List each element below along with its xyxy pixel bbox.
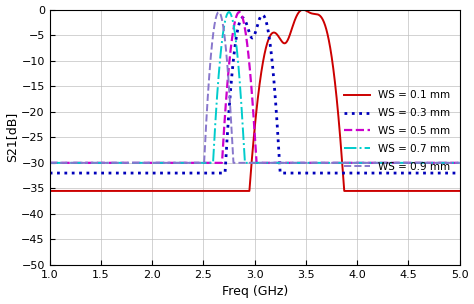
X-axis label: Freq (GHz): Freq (GHz) [221,285,288,299]
WS = 0.1 mm [47,189,53,193]
WS = 0.9 mm [47,161,53,165]
WS = 0.7 mm [226,10,232,14]
WS = 0.9 mm [457,161,463,165]
WS = 0.7 mm [121,161,127,165]
WS = 0.3 mm [260,13,265,17]
WS = 0.9 mm [203,119,209,123]
Line: WS = 0.9 mm: WS = 0.9 mm [50,12,460,163]
WS = 0.5 mm [121,161,127,165]
WS = 0.9 mm [313,161,319,165]
WS = 0.3 mm [353,171,358,175]
Line: WS = 0.3 mm: WS = 0.3 mm [50,15,460,173]
WS = 0.5 mm [313,161,319,165]
WS = 0.1 mm [293,16,299,20]
WS = 0.3 mm [384,171,390,175]
WS = 0.3 mm [203,171,209,175]
WS = 0.1 mm [384,189,390,193]
WS = 0.1 mm [203,189,209,193]
WS = 0.9 mm [293,161,299,165]
Line: WS = 0.7 mm: WS = 0.7 mm [50,12,460,163]
WS = 0.7 mm [313,161,319,165]
WS = 0.1 mm [457,189,463,193]
WS = 0.1 mm [121,189,127,193]
WS = 0.3 mm [47,171,53,175]
WS = 0.9 mm [353,161,358,165]
WS = 0.5 mm [237,10,242,14]
WS = 0.7 mm [384,161,390,165]
WS = 0.9 mm [216,10,221,14]
WS = 0.9 mm [121,161,127,165]
WS = 0.3 mm [313,171,319,175]
WS = 0.7 mm [47,161,53,165]
Line: WS = 0.1 mm: WS = 0.1 mm [50,10,460,191]
WS = 0.7 mm [203,161,209,165]
WS = 0.1 mm [300,8,306,12]
WS = 0.5 mm [203,161,209,165]
WS = 0.7 mm [457,161,463,165]
WS = 0.3 mm [121,171,127,175]
WS = 0.5 mm [457,161,463,165]
WS = 0.1 mm [313,12,319,16]
WS = 0.5 mm [353,161,358,165]
Line: WS = 0.5 mm: WS = 0.5 mm [50,12,460,163]
WS = 0.5 mm [384,161,390,165]
WS = 0.5 mm [293,161,299,165]
Y-axis label: S21[dB]: S21[dB] [6,112,18,162]
WS = 0.9 mm [384,161,390,165]
WS = 0.3 mm [457,171,463,175]
WS = 0.7 mm [293,161,299,165]
Legend: WS = 0.1 mm, WS = 0.3 mm, WS = 0.5 mm, WS = 0.7 mm, WS = 0.9 mm: WS = 0.1 mm, WS = 0.3 mm, WS = 0.5 mm, W… [339,86,455,176]
WS = 0.1 mm [353,189,358,193]
WS = 0.3 mm [293,171,299,175]
WS = 0.5 mm [47,161,53,165]
WS = 0.7 mm [353,161,358,165]
